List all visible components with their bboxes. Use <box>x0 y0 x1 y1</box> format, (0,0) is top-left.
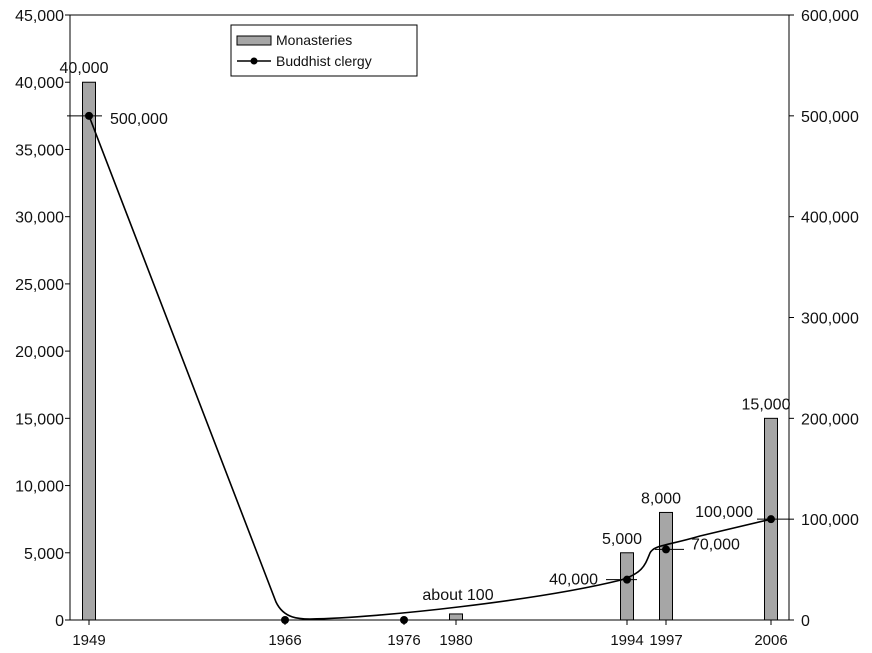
left-axis-tick-label: 15,000 <box>15 411 64 428</box>
x-axis-tick-label: 2006 <box>754 632 787 649</box>
x-axis-tick-label: 1980 <box>439 632 472 649</box>
bars <box>82 81 778 621</box>
plot-frame <box>69 14 790 621</box>
x-axis-tick-label: 1976 <box>387 632 420 649</box>
legend-box <box>230 24 418 77</box>
clergy-line-layer <box>67 111 789 624</box>
legend-label-clergy: Buddhist clergy <box>276 53 372 69</box>
legend-label-monasteries: Monasteries <box>276 32 352 48</box>
data-labels: 40,000 5,000 8,000 15,000 about 100 500,000 40… <box>60 60 791 604</box>
bar-value-label: 15,000 <box>742 396 791 413</box>
left-axis-tick-label: 0 <box>55 613 64 630</box>
right-axis-tick-label: 500,000 <box>801 109 859 126</box>
right-axis-tick-label: 0 <box>801 613 810 630</box>
left-axis-tick-label: 20,000 <box>15 344 64 361</box>
left-axis-tick-label: 30,000 <box>15 210 64 227</box>
left-axis-tick-label: 35,000 <box>15 142 64 159</box>
x-axis-tick-label: 1949 <box>72 632 105 649</box>
clergy-value-label: 100,000 <box>695 504 753 521</box>
right-axis-tick-label: 400,000 <box>801 210 859 227</box>
right-axis-tick-label: 100,000 <box>801 512 859 529</box>
legend-marker-clergy <box>250 57 258 65</box>
annotation-about-100: about 100 <box>422 587 493 604</box>
bar-value-label: 5,000 <box>602 531 642 548</box>
left-axis-tick-label: 40,000 <box>15 75 64 92</box>
bar-monasteries-1997 <box>659 511 673 621</box>
left-axis-tick-label: 10,000 <box>15 479 64 496</box>
right-axis-tick-label: 600,000 <box>801 8 859 25</box>
left-axis-tick-label: 5,000 <box>24 546 64 563</box>
right-axis-tick-label: 300,000 <box>801 311 859 328</box>
clergy-point-1966 <box>281 616 289 624</box>
bar-value-label: 8,000 <box>641 490 681 507</box>
legend: Monasteries Buddhist clergy <box>230 24 418 77</box>
x-axis-tick-label: 1966 <box>268 632 301 649</box>
axes: 0 5,000 10,000 15,000 20,000 25,000 30,000 35,0… <box>15 8 859 649</box>
clergy-value-label: 500,000 <box>110 111 168 128</box>
legend-swatch-monasteries <box>236 35 272 46</box>
bar-value-label: 40,000 <box>60 60 109 77</box>
clergy-point-1976 <box>400 616 408 624</box>
clergy-value-label: 40,000 <box>549 572 598 589</box>
left-axis-tick-label: 25,000 <box>15 277 64 294</box>
left-axis-tick-label: 45,000 <box>15 8 64 25</box>
bar-monasteries-1949 <box>82 81 96 621</box>
bar-monasteries-1980 <box>449 613 463 621</box>
clergy-line <box>88 115 772 620</box>
clergy-value-label: 70,000 <box>691 536 740 553</box>
bar-monasteries-1994 <box>620 552 634 621</box>
x-axis-tick-label: 1994 <box>610 632 643 649</box>
x-axis-tick-label: 1997 <box>649 632 682 649</box>
right-axis-tick-label: 200,000 <box>801 411 859 428</box>
